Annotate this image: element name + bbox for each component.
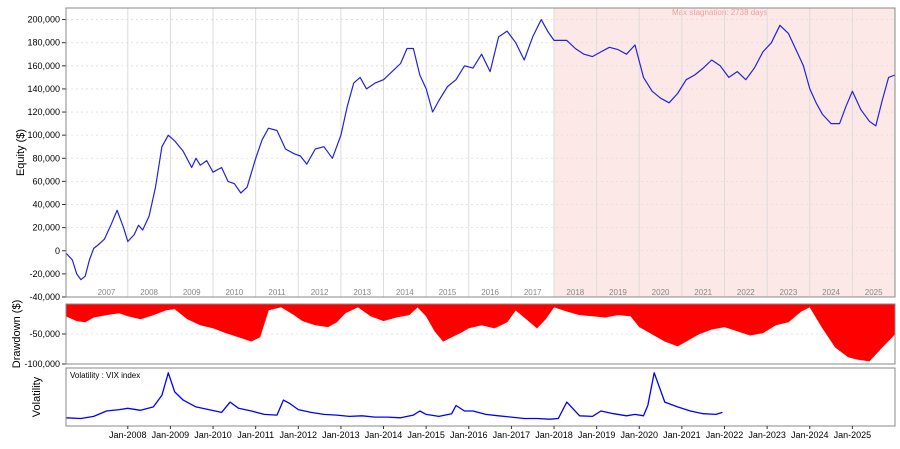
equity-tick-label: -40,000 bbox=[29, 292, 60, 302]
equity-tick-label: 180,000 bbox=[27, 38, 60, 48]
equity-tick-label: 40,000 bbox=[32, 200, 60, 210]
year-label: 2013 bbox=[353, 288, 371, 297]
year-label: 2025 bbox=[865, 288, 883, 297]
equity-y-axis-title: Equity ($) bbox=[15, 129, 27, 176]
x-tick-label: Jan-2011 bbox=[237, 430, 274, 440]
x-tick-label: Jan-2013 bbox=[322, 430, 360, 440]
year-label: 2014 bbox=[396, 288, 414, 297]
x-tick-label: Jan-2020 bbox=[621, 430, 659, 440]
drawdown-tick-label: -50,000 bbox=[29, 329, 60, 339]
year-label: 2019 bbox=[609, 288, 627, 297]
year-label: 2016 bbox=[481, 288, 499, 297]
x-tick-label: Jan-2019 bbox=[578, 430, 616, 440]
equity-tick-label: 0 bbox=[55, 246, 60, 256]
volatility-line bbox=[65, 372, 723, 420]
x-tick-label: Jan-2023 bbox=[748, 430, 786, 440]
year-label: 2018 bbox=[566, 288, 584, 297]
x-tick-label: Jan-2015 bbox=[407, 430, 445, 440]
stagnation-label: Max stagnation: 2738 days bbox=[672, 8, 768, 17]
drawdown-plot-border bbox=[65, 303, 896, 365]
equity-tick-label: -20,000 bbox=[29, 269, 60, 279]
year-label: 2020 bbox=[652, 288, 670, 297]
year-label: 2012 bbox=[311, 288, 329, 297]
volatility-panel-title: Volatility : VIX index bbox=[70, 371, 140, 380]
x-tick-label: Jan-2021 bbox=[663, 430, 701, 440]
year-label: 2015 bbox=[439, 288, 457, 297]
drawdown-y-axis-title: Drawdown ($) bbox=[11, 300, 23, 368]
year-label: 2008 bbox=[140, 288, 158, 297]
equity-tick-label: 160,000 bbox=[27, 61, 60, 71]
year-label: 2007 bbox=[98, 288, 116, 297]
equity-tick-label: 140,000 bbox=[27, 84, 60, 94]
x-tick-label: Jan-2017 bbox=[493, 430, 531, 440]
x-axis-labels: Jan-2008 Jan-2009 Jan-2010 Jan-2011 Jan-2012… bbox=[109, 426, 871, 440]
equity-tick-label: 120,000 bbox=[27, 107, 60, 117]
year-label: 2011 bbox=[268, 288, 286, 297]
volatility-plot-border bbox=[65, 367, 896, 427]
equity-panel: Max stagnation: 2738 days -40,000 -20,000 0… bbox=[15, 7, 896, 302]
x-tick-label: Jan-2025 bbox=[834, 430, 872, 440]
x-tick-label: Jan-2024 bbox=[791, 430, 829, 440]
drawdown-tick-label: -100,000 bbox=[24, 359, 60, 369]
x-tick-label: Jan-2008 bbox=[109, 430, 147, 440]
x-tick-label: Jan-2012 bbox=[280, 430, 318, 440]
x-tick-label: Jan-2009 bbox=[152, 430, 190, 440]
year-label: 2023 bbox=[780, 288, 798, 297]
year-label: 2009 bbox=[183, 288, 201, 297]
year-label: 2017 bbox=[524, 288, 542, 297]
year-label: 2021 bbox=[694, 288, 712, 297]
x-tick-label: Jan-2018 bbox=[535, 430, 573, 440]
equity-tick-label: 60,000 bbox=[32, 176, 60, 186]
equity-tick-label: 20,000 bbox=[32, 223, 60, 233]
year-label: 2024 bbox=[822, 288, 840, 297]
x-tick-label: Jan-2022 bbox=[706, 430, 744, 440]
year-label: 2010 bbox=[225, 288, 243, 297]
x-tick-label: Jan-2016 bbox=[450, 430, 488, 440]
volatility-panel: Volatility : VIX index Volatility bbox=[31, 367, 896, 427]
volatility-y-axis-title: Volatility bbox=[31, 376, 43, 417]
equity-tick-label: 100,000 bbox=[27, 130, 60, 140]
x-tick-label: Jan-2010 bbox=[194, 430, 232, 440]
equity-plot-border bbox=[65, 7, 896, 298]
volatility-plot-area bbox=[66, 368, 895, 426]
year-label: 2022 bbox=[737, 288, 755, 297]
equity-tick-label: 80,000 bbox=[32, 153, 60, 163]
drawdown-area bbox=[65, 303, 896, 362]
x-tick-label: Jan-2014 bbox=[365, 430, 403, 440]
equity-line bbox=[65, 19, 896, 281]
equity-tick-label: 200,000 bbox=[27, 15, 60, 25]
